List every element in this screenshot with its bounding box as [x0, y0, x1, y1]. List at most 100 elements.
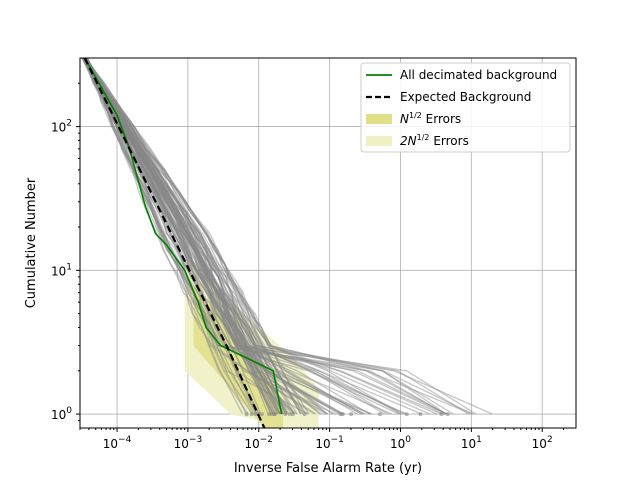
background-realization	[86, 58, 344, 415]
legend-label: Expected Background	[400, 90, 531, 104]
background-realization	[82, 58, 372, 415]
background-realization	[84, 58, 371, 415]
x-tick-label: 10−3	[174, 435, 203, 451]
legend-label: 2N1/2 Errors	[400, 133, 469, 148]
background-realization	[83, 58, 438, 415]
tail-point	[287, 412, 292, 417]
background-realization	[85, 58, 447, 415]
background-realization	[85, 58, 247, 415]
tail-point	[338, 412, 343, 417]
legend: All decimated background Expected Backgro…	[360, 62, 571, 153]
background-realization	[84, 58, 363, 415]
background-realization	[82, 58, 321, 415]
background-realization	[86, 58, 278, 415]
background-realization	[85, 58, 281, 415]
background-realization	[84, 58, 469, 415]
y-tick-label: 102	[51, 119, 72, 135]
background-realization	[83, 58, 276, 415]
background-realization	[81, 58, 402, 415]
tail-point	[259, 412, 264, 417]
background-realization	[83, 58, 328, 415]
y-tick-label: 100	[51, 406, 72, 422]
y-tick-label: 101	[51, 262, 72, 278]
y-axis-label: Cumulative Number	[24, 177, 39, 308]
background-realization	[85, 58, 473, 415]
tail-point	[404, 412, 409, 417]
legend-swatch-patch	[366, 114, 392, 124]
background-realization	[86, 58, 309, 415]
background-realization	[81, 58, 285, 415]
background-realization	[84, 58, 272, 415]
background-realization	[85, 58, 366, 415]
background-realization	[86, 58, 281, 415]
background-realization	[85, 58, 423, 415]
background-realization	[82, 58, 274, 415]
tail-point	[302, 412, 307, 417]
background-realization	[86, 58, 277, 415]
background-realization	[83, 58, 295, 415]
background-realization	[83, 58, 365, 415]
x-tick-label: 10−4	[103, 435, 132, 451]
background-realization	[84, 58, 244, 415]
legend-box	[360, 62, 571, 153]
background-realization	[84, 58, 386, 415]
background-realization	[83, 58, 406, 415]
legend-swatch-patch	[366, 136, 392, 146]
background-realization	[86, 58, 302, 415]
background-realization	[84, 58, 328, 415]
background-realization	[84, 58, 298, 415]
background-realization	[84, 58, 287, 415]
x-tick-label: 10−1	[315, 435, 344, 451]
background-realization	[86, 58, 269, 415]
background-realization	[85, 58, 317, 415]
background-realization	[82, 58, 454, 415]
x-tick-label: 102	[532, 435, 553, 451]
background-realization	[81, 58, 290, 415]
tail-point	[290, 412, 295, 417]
background-realization	[84, 58, 393, 415]
tail-point	[445, 412, 450, 417]
background-realization	[85, 58, 327, 415]
background-realization	[85, 58, 293, 415]
tail-point	[283, 412, 288, 417]
background-realization	[82, 58, 402, 415]
tail-point	[439, 412, 444, 417]
background-realization	[81, 58, 373, 415]
background-realization	[82, 58, 443, 415]
tail-point	[418, 412, 423, 417]
background-realization	[83, 58, 306, 415]
background-realization	[81, 58, 431, 415]
background-realization	[84, 58, 275, 415]
expected-background-line	[83, 58, 266, 428]
tail-point	[349, 412, 354, 417]
x-axis-label: Inverse False Alarm Rate (yr)	[234, 461, 422, 476]
background-realization	[85, 58, 258, 415]
background-realization	[82, 58, 274, 415]
background-realization	[81, 58, 302, 415]
background-realization	[85, 58, 358, 415]
tail-point	[267, 412, 272, 417]
background-realization	[86, 58, 285, 415]
background-realization	[82, 58, 323, 415]
background-realization	[83, 58, 345, 415]
x-tick-label: 100	[390, 435, 411, 451]
background-realization	[82, 58, 304, 415]
plot-frame	[79, 57, 577, 429]
background-realization	[82, 58, 329, 415]
background-realization	[83, 58, 308, 415]
legend-label: All decimated background	[400, 68, 557, 82]
background-realization	[84, 58, 340, 415]
tail-point	[244, 412, 249, 417]
error-band	[193, 284, 284, 428]
background-realization	[85, 58, 303, 415]
background-realization	[81, 58, 400, 415]
background-realization	[81, 58, 257, 415]
background-realization	[85, 58, 336, 415]
background-realization	[82, 58, 289, 415]
x-tick-label: 101	[461, 435, 482, 451]
tail-point	[253, 412, 258, 417]
tail-point	[377, 412, 382, 417]
background-realization	[83, 58, 296, 415]
background-realization	[84, 58, 310, 415]
tail-point	[249, 412, 254, 417]
